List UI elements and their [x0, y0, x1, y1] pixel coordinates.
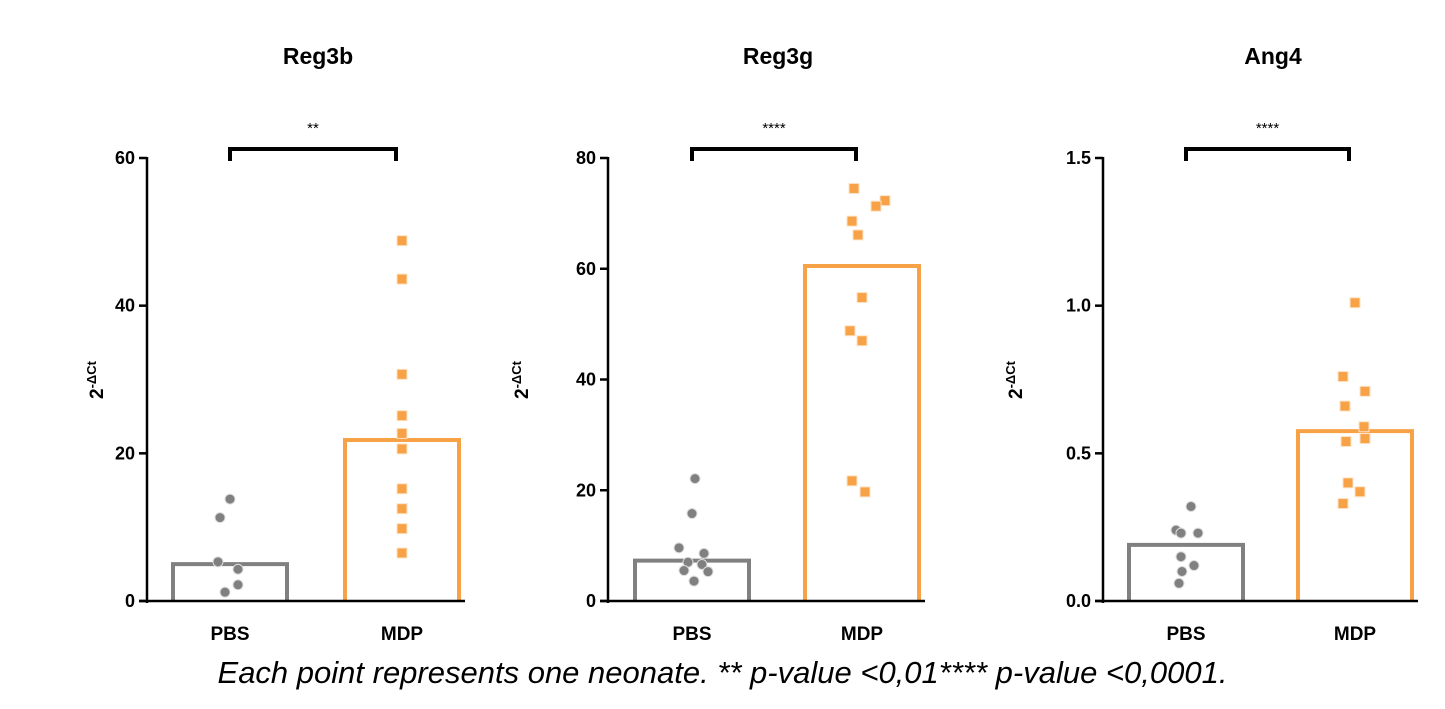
data-point-mdp — [848, 182, 860, 194]
data-point-pbs — [232, 563, 244, 575]
y-tick-label: 20 — [576, 480, 596, 500]
data-point-mdp — [1340, 436, 1352, 448]
figure-caption: Each point represents one neonate. ** p-… — [217, 655, 1228, 690]
data-point-pbs — [688, 575, 700, 587]
data-point-mdp — [396, 443, 408, 455]
data-point-mdp — [844, 325, 856, 337]
significance-label: ** — [307, 120, 319, 137]
chart-title: Ang4 — [1244, 43, 1302, 69]
bar-mdp — [343, 438, 461, 601]
data-point-pbs — [673, 542, 685, 554]
x-tick-label: MDP — [841, 624, 884, 645]
y-tick-label: 20 — [115, 443, 135, 463]
data-point-pbs — [1188, 560, 1200, 572]
data-point-mdp — [1342, 477, 1354, 489]
data-point-pbs — [696, 558, 708, 570]
data-point-pbs — [212, 556, 224, 568]
data-point-pbs — [1192, 527, 1204, 539]
data-point-mdp — [870, 200, 882, 212]
x-tick-label: MDP — [381, 624, 424, 645]
data-point-mdp — [396, 483, 408, 495]
data-point-pbs — [232, 579, 244, 591]
y-tick-label: 1.0 — [1066, 296, 1091, 316]
y-tick-label: 0.5 — [1066, 443, 1091, 463]
data-point-mdp — [1358, 421, 1370, 433]
data-point-mdp — [396, 427, 408, 439]
data-point-mdp — [1354, 486, 1366, 498]
data-point-pbs — [702, 566, 714, 578]
data-point-pbs — [1173, 577, 1185, 589]
data-point-pbs — [224, 493, 236, 505]
chart-title: Reg3b — [283, 43, 353, 69]
chart-title: Reg3g — [743, 43, 813, 69]
data-point-mdp — [846, 475, 858, 487]
significance-bracket — [690, 147, 858, 161]
y-axis-label: 2-ΔCt — [1003, 360, 1027, 399]
significance-bracket — [1184, 147, 1351, 161]
data-point-mdp — [396, 523, 408, 535]
bar-pbs — [1127, 542, 1245, 601]
x-tick-label: MDP — [1334, 624, 1377, 645]
data-point-mdp — [1337, 371, 1349, 383]
data-point-pbs — [214, 512, 226, 524]
y-tick-label: 0 — [586, 591, 596, 611]
data-point-pbs — [1185, 500, 1197, 512]
data-point-mdp — [396, 547, 408, 559]
y-tick-label: 1.5 — [1066, 148, 1091, 168]
data-point-mdp — [859, 486, 871, 498]
data-point-pbs — [1175, 551, 1187, 563]
y-tick-label: 60 — [576, 259, 596, 279]
data-point-mdp — [1349, 297, 1361, 309]
data-point-pbs — [1176, 565, 1188, 577]
data-point-mdp — [846, 215, 858, 227]
bar-mdp — [803, 263, 921, 601]
y-tick-label: 80 — [576, 148, 596, 168]
bar-mdp — [1296, 429, 1414, 601]
data-point-pbs — [686, 508, 698, 520]
data-point-mdp — [396, 503, 408, 515]
data-point-pbs — [678, 565, 690, 577]
data-point-mdp — [1359, 433, 1371, 445]
data-point-mdp — [852, 229, 864, 241]
data-point-mdp — [856, 335, 868, 347]
y-tick-label: 0 — [125, 591, 135, 611]
y-axis-label: 2-ΔCt — [84, 360, 108, 399]
y-tick-label: 40 — [576, 370, 596, 390]
y-tick-label: 40 — [115, 296, 135, 316]
y-tick-label: 0.0 — [1066, 591, 1091, 611]
data-point-mdp — [1359, 385, 1371, 397]
data-point-pbs — [689, 473, 701, 485]
x-tick-label: PBS — [672, 624, 711, 645]
data-point-mdp — [396, 410, 408, 422]
x-tick-label: PBS — [1166, 624, 1205, 645]
data-point-mdp — [1339, 400, 1351, 412]
data-point-pbs — [1175, 527, 1187, 539]
bar-pbs — [171, 562, 289, 601]
significance-label: **** — [1256, 120, 1280, 137]
data-point-mdp — [879, 195, 891, 207]
data-point-mdp — [396, 368, 408, 380]
data-point-pbs — [219, 586, 231, 598]
chart-canvas: Reg3b 2-ΔCt 0 20 40 60 PBS MDP ** Reg3g 2-ΔCt 0 20 40… — [84, 43, 1418, 645]
significance-label: **** — [762, 120, 786, 137]
data-point-mdp — [396, 273, 408, 285]
data-point-mdp — [856, 292, 868, 304]
y-axis-label: 2-ΔCt — [509, 360, 533, 399]
x-tick-label: PBS — [210, 624, 249, 645]
data-point-mdp — [396, 235, 408, 247]
data-point-mdp — [1337, 498, 1349, 510]
significance-bracket — [228, 147, 398, 161]
data-point-pbs — [698, 547, 710, 559]
y-tick-label: 60 — [115, 148, 135, 168]
